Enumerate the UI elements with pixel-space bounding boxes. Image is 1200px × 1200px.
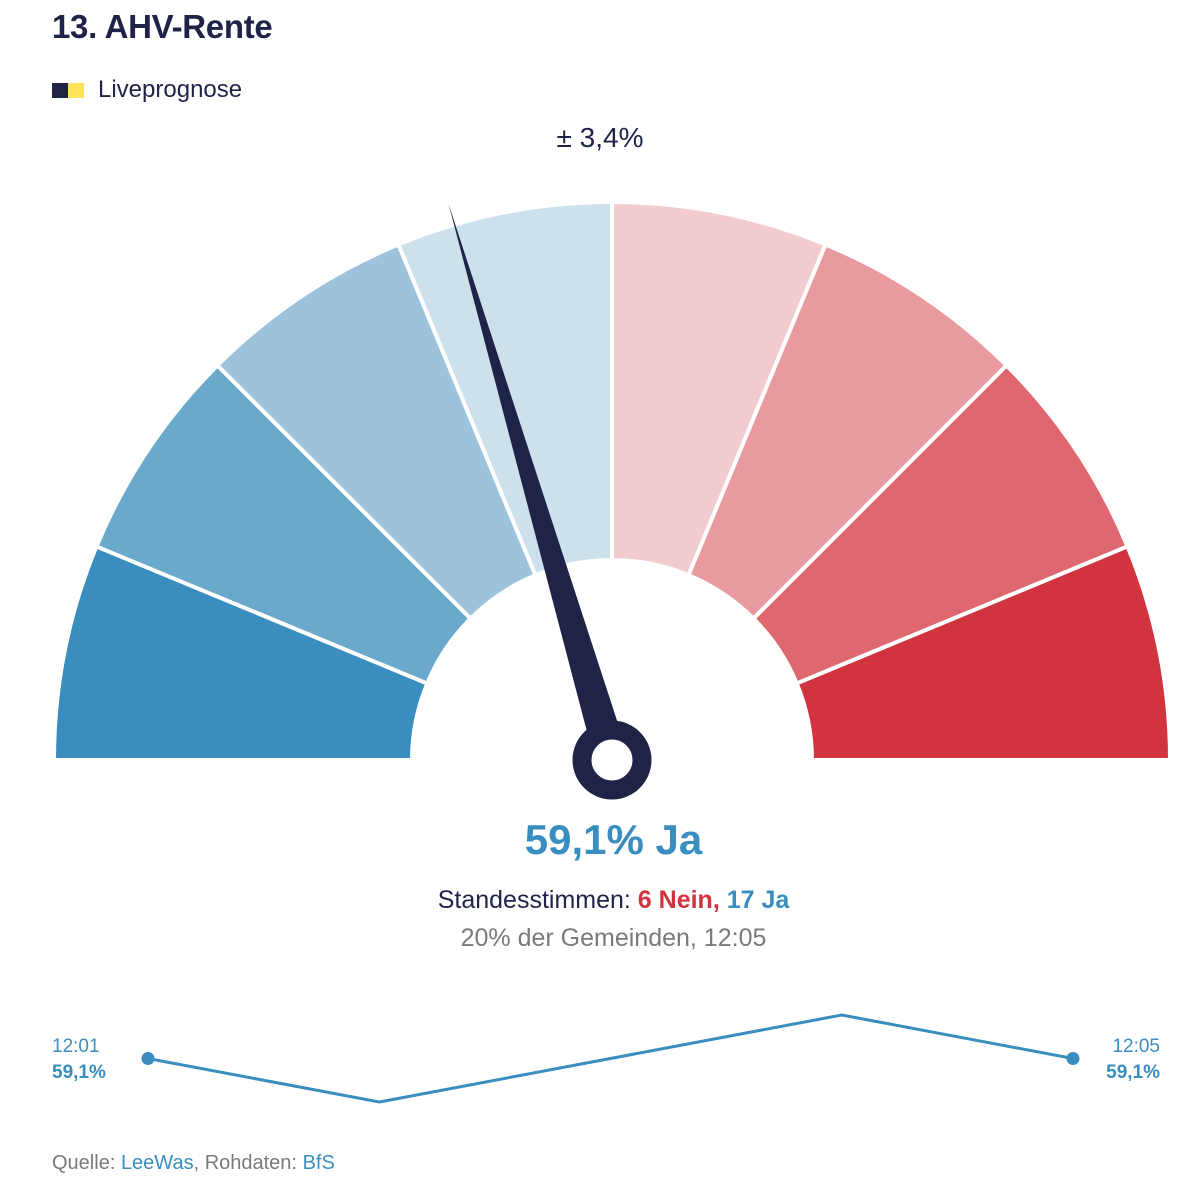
legend-swatch-dark <box>52 82 68 98</box>
gauge-needle <box>448 203 652 800</box>
gauge-segment-5 <box>610 199 829 578</box>
gauge-segment-2 <box>93 362 474 687</box>
trend-start-value: 59,1% <box>52 1062 106 1083</box>
source-link-bfs[interactable]: BfS <box>302 1152 335 1174</box>
trend-line <box>147 1013 1074 1104</box>
legend: Liveprognose <box>52 76 242 104</box>
gauge-segment-3 <box>214 241 539 622</box>
chart-title: 13. AHV-Rente <box>52 8 273 45</box>
result-value: 59,1% Ja <box>524 816 703 863</box>
trend-end-label: 12:05 59,1% <box>1106 1034 1160 1086</box>
trend-end-point <box>1066 1052 1080 1065</box>
standesstimmen-ja: 17 Ja <box>726 886 790 914</box>
source-mid: , Rohdaten: <box>193 1152 297 1174</box>
gauge-segments <box>51 199 1173 762</box>
gauge-hub <box>572 720 652 800</box>
trend-start-point <box>141 1052 155 1065</box>
gauge-segment-7 <box>750 362 1131 687</box>
trend-end-value: 59,1% <box>1106 1062 1160 1083</box>
legend-label: Liveprognose <box>98 76 243 103</box>
trend-line-group <box>141 1013 1080 1104</box>
source-line: Quelle: LeeWas, Rohdaten: BfS <box>52 1152 335 1175</box>
gauge-segment-1 <box>51 543 430 762</box>
standesstimmen-label: Standesstimmen: <box>437 886 631 914</box>
source-prefix: Quelle: <box>52 1152 116 1174</box>
status-text: 20% der Gemeinden, 12:05 <box>460 924 767 952</box>
standesstimmen: Standesstimmen: 6 Nein, 17 Ja <box>0 886 1200 915</box>
margin-of-error: ± 3,4% <box>556 122 644 153</box>
standesstimmen-nein: 6 Nein, <box>637 886 720 914</box>
source-link-leewas[interactable]: LeeWas <box>120 1152 194 1174</box>
gauge-segment-8 <box>794 543 1173 762</box>
trend-start-time: 12:01 <box>52 1036 100 1057</box>
legend-swatch-icon <box>52 82 84 98</box>
gauge-needle-pointer <box>448 203 629 765</box>
trend-start-label: 12:01 59,1% <box>52 1034 106 1086</box>
legend-swatch-yellow <box>68 82 84 98</box>
trend-end-time: 12:05 <box>1112 1036 1160 1057</box>
gauge-chart <box>51 199 1173 800</box>
gauge-segment-6 <box>685 241 1010 622</box>
